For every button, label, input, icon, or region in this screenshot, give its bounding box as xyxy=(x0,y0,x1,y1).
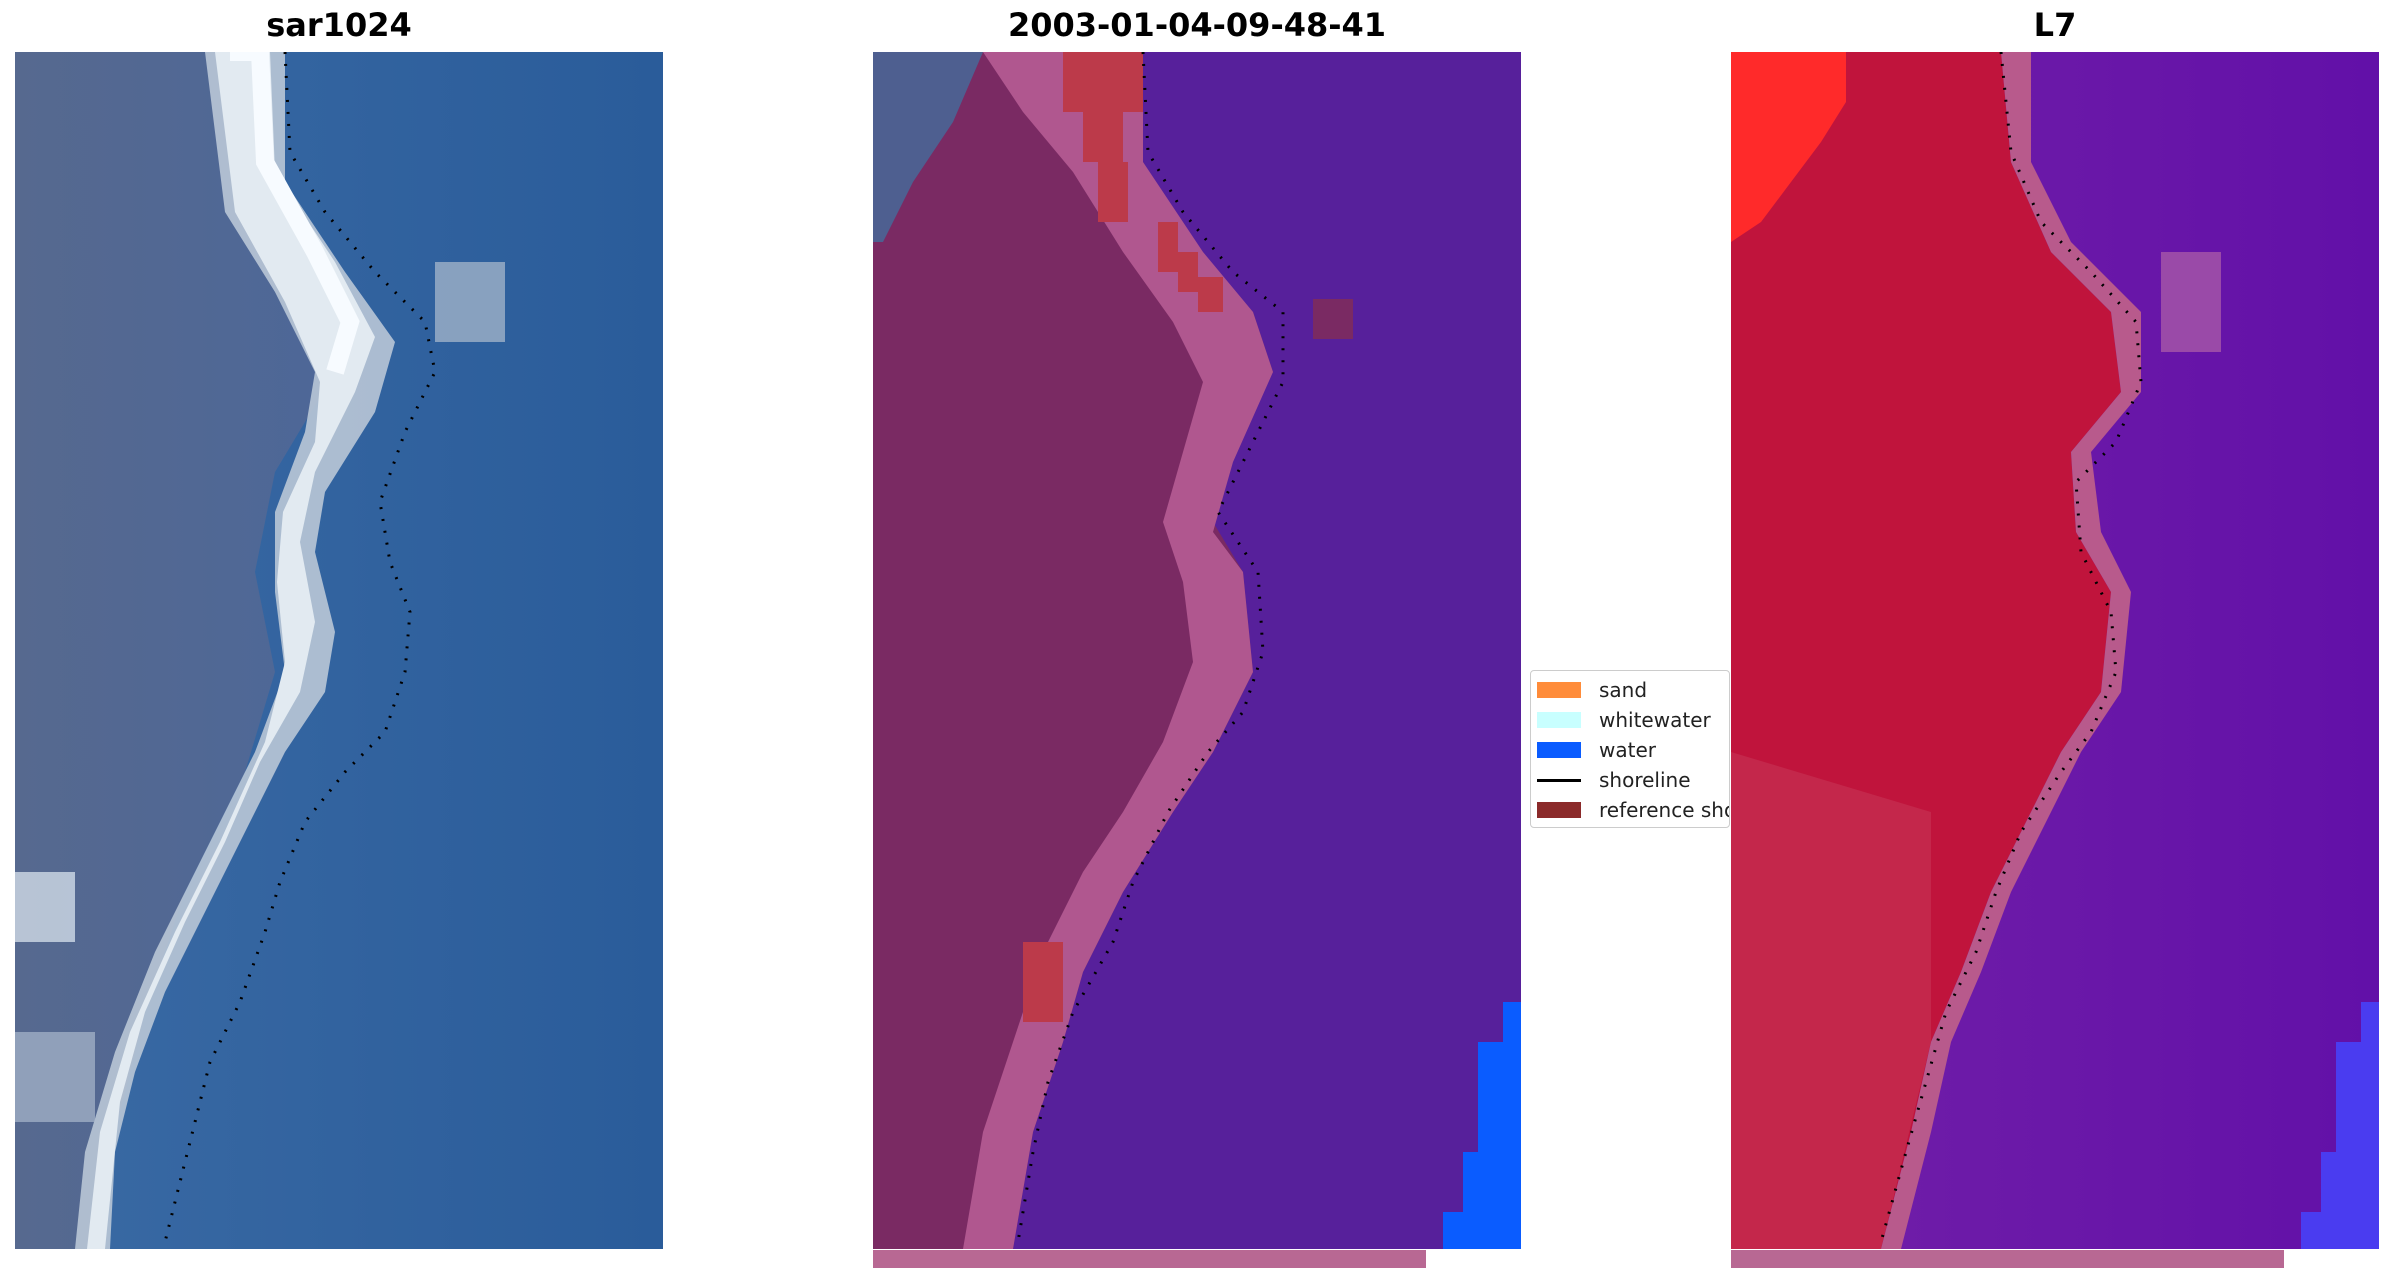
panel-title-rgb: sar1024 xyxy=(266,6,412,44)
panel-title-l7: L7 xyxy=(2033,6,2077,44)
legend-item-reference-shoreline: reference shoreline xyxy=(1537,795,1729,825)
legend-label-sand: sand xyxy=(1599,678,1648,702)
shoreline-dots-rgb xyxy=(163,52,437,1243)
classified-footer-bar xyxy=(873,1250,1426,1268)
legend-label-shoreline: shoreline xyxy=(1599,768,1691,792)
legend-item-sand: sand xyxy=(1537,675,1647,705)
sand-swatch xyxy=(1537,682,1581,698)
legend-item-whitewater: whitewater xyxy=(1537,705,1711,735)
panel-title-classified: 2003-01-04-09-48-41 xyxy=(1007,6,1387,44)
classified-image-panel xyxy=(873,52,1521,1249)
legend-item-water: water xyxy=(1537,735,1656,765)
legend-item-shoreline: shoreline xyxy=(1537,765,1691,795)
rgb-image xyxy=(15,52,663,1249)
legend: sand whitewater water shoreline referenc… xyxy=(1530,670,1730,828)
legend-label-water: water xyxy=(1599,738,1656,762)
l7-footer-bar xyxy=(1731,1250,2284,1268)
rgb-image-panel xyxy=(15,52,663,1249)
water-swatch xyxy=(1537,742,1581,758)
reference-shoreline-swatch xyxy=(1537,802,1581,818)
classified-image xyxy=(873,52,1521,1249)
l7-image-panel xyxy=(1731,52,2379,1249)
whitewater-swatch xyxy=(1537,712,1581,728)
legend-label-whitewater: whitewater xyxy=(1599,708,1711,732)
legend-label-reference-shoreline: reference shoreline xyxy=(1599,798,1729,822)
shoreline-line-swatch xyxy=(1537,778,1581,782)
l7-image xyxy=(1731,52,2379,1249)
